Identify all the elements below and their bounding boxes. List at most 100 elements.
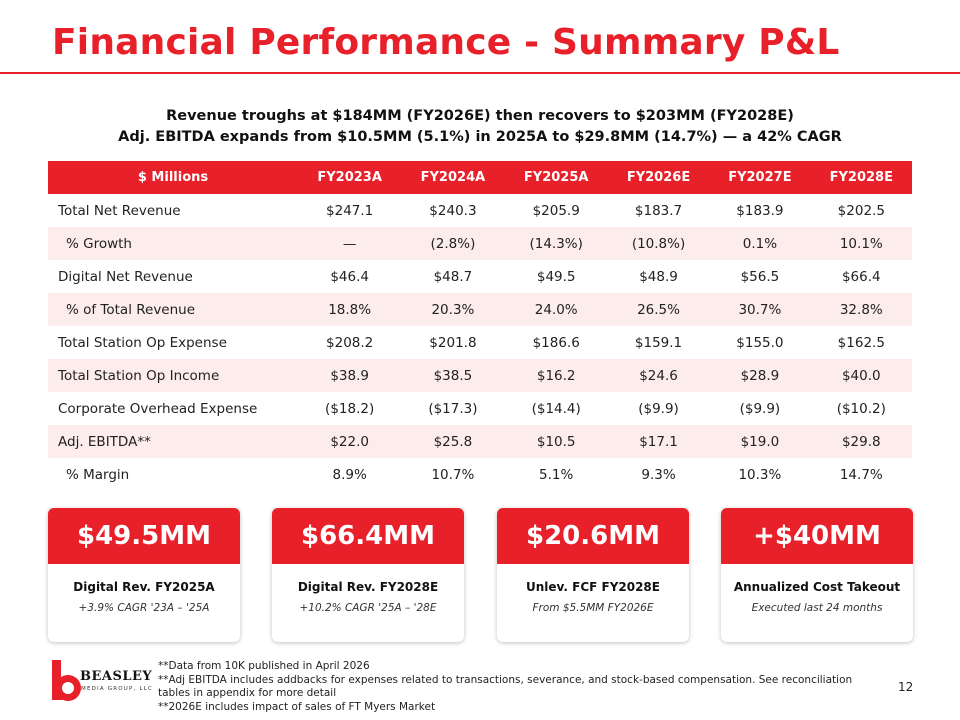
table-cell: 9.3% <box>641 466 676 483</box>
table-cell: 5.1% <box>539 466 574 483</box>
table-row-pct-total-revenue: % of Total Revenue 18.8% 20.3% 24.0% 26.… <box>48 293 912 326</box>
table-row-growth: % Growth — (2.8%) (14.3%) (10.8%) 0.1% 1… <box>48 227 912 260</box>
column-header: FY2028E <box>810 161 912 194</box>
table-row-adj-ebitda: Adj. EBITDA** $22.0 $25.8 $10.5 $17.1 $1… <box>48 425 912 458</box>
table-cell: $240.3 <box>429 202 477 219</box>
beasley-logo: BEASLEY MEDIA GROUP, LLC <box>50 658 152 706</box>
kpi-value: $20.6MM <box>497 508 689 564</box>
table-cell: $38.9 <box>298 359 402 392</box>
kpi-value: $49.5MM <box>48 508 240 564</box>
row-label: Digital Net Revenue <box>58 268 193 285</box>
table-cell: 14.7% <box>839 466 883 483</box>
footnote-1: **Data from 10K published in April 2026 <box>158 660 370 672</box>
table-cell: $38.5 <box>401 359 505 392</box>
table-cell: 20.3% <box>401 293 505 326</box>
column-header: FY2025A <box>504 161 608 194</box>
page-number: 12 <box>898 680 914 694</box>
table-cell: 32.8% <box>810 293 912 326</box>
beasley-b-icon <box>52 660 81 701</box>
table-cell: $159.1 <box>634 334 683 351</box>
kpi-note: Executed last 24 months <box>751 602 883 614</box>
table-cell: $46.4 <box>330 268 369 285</box>
table-cell: $183.9 <box>736 202 784 219</box>
table-row-total-net-revenue: Total Net Revenue $247.1 $240.3 $205.9 $… <box>48 194 912 227</box>
table-cell: ($10.2) <box>836 400 886 417</box>
logo-wordmark: BEASLEY <box>80 669 153 684</box>
kpi-card-cost-takeout: +$40MM Annualized Cost Takeout Executed … <box>721 508 913 642</box>
kpi-label: Digital Rev. FY2025A <box>73 580 215 594</box>
kpi-card-digital-rev-2028: $66.4MM Digital Rev. FY2028E +10.2% CAGR… <box>272 508 464 642</box>
kpi-note: From $5.5MM FY2026E <box>532 602 654 614</box>
table-cell: $162.5 <box>837 334 885 351</box>
table-cell: 30.7% <box>709 293 811 326</box>
row-label: Adj. EBITDA** <box>48 425 298 458</box>
table-cell: $25.8 <box>401 425 505 458</box>
table-row-margin: % Margin 8.9% 10.7% 5.1% 9.3% 10.3% 14.7… <box>48 458 912 491</box>
table-cell: $247.1 <box>326 202 374 219</box>
table-cell: $40.0 <box>810 359 912 392</box>
table-cell: 8.9% <box>332 466 367 483</box>
table-cell: 10.7% <box>431 466 475 483</box>
kpi-value: $66.4MM <box>272 508 464 564</box>
table-cell: $19.0 <box>709 425 811 458</box>
column-header: FY2024A <box>401 161 505 194</box>
kpi-label: Digital Rev. FY2028E <box>297 580 439 594</box>
page-title: Financial Performance - Summary P&L <box>52 22 840 63</box>
table-cell: $16.2 <box>504 359 608 392</box>
row-label: % of Total Revenue <box>48 293 298 326</box>
row-label: Corporate Overhead Expense <box>58 400 258 417</box>
table-cell: $10.5 <box>504 425 608 458</box>
table-row-corporate-overhead: Corporate Overhead Expense ($18.2) ($17.… <box>48 392 912 425</box>
column-header: FY2026E <box>607 161 710 194</box>
footnote-3: **2026E includes impact of sales of FT M… <box>158 701 436 713</box>
table-cell: (10.8%) <box>607 227 710 260</box>
table-cell: $205.9 <box>532 202 580 219</box>
table-cell: 26.5% <box>607 293 710 326</box>
column-header: FY2023A <box>298 161 402 194</box>
table-cell: 0.1% <box>709 227 811 260</box>
table-cell: $22.0 <box>298 425 402 458</box>
summary-pl-table: $ Millions FY2023A FY2024A FY2025A FY202… <box>48 161 912 491</box>
table-cell: 24.0% <box>504 293 608 326</box>
table-cell: 10.1% <box>810 227 912 260</box>
table-cell: $24.6 <box>607 359 710 392</box>
table-cell: $29.8 <box>810 425 912 458</box>
table-cell: $17.1 <box>607 425 710 458</box>
row-label: Total Net Revenue <box>58 202 181 219</box>
table-row-station-op-income: Total Station Op Income $38.9 $38.5 $16.… <box>48 359 912 392</box>
table-cell: $208.2 <box>326 334 374 351</box>
table-cell: — <box>298 227 402 260</box>
row-label: Total Station Op Income <box>48 359 298 392</box>
table-cell: $66.4 <box>841 268 881 285</box>
kpi-label: Annualized Cost Takeout <box>733 580 901 594</box>
table-cell: ($14.4) <box>531 400 581 417</box>
kpi-label: Unlev. FCF FY2028E <box>526 580 660 594</box>
kpi-note: +10.2% CAGR '25A – '28E <box>299 602 437 614</box>
row-label: % Growth <box>48 227 298 260</box>
table-cell: ($17.3) <box>428 400 478 417</box>
table-cell: $202.5 <box>837 202 885 219</box>
column-header: $ Millions <box>48 161 298 194</box>
table-row-station-op-expense: Total Station Op Expense $208.2 $201.8 $… <box>48 326 912 359</box>
table-row-digital-net-revenue: Digital Net Revenue $46.4 $48.7 $49.5 $4… <box>48 260 912 293</box>
table-cell: $201.8 <box>429 334 477 351</box>
kpi-card-unlev-fcf: $20.6MM Unlev. FCF FY2028E From $5.5MM F… <box>497 508 689 642</box>
subtitle-line-1: Revenue troughs at $184MM (FY2026E) then… <box>166 108 794 124</box>
kpi-note: +3.9% CAGR '23A – '25A <box>78 602 210 614</box>
table-header-row: $ Millions FY2023A FY2024A FY2025A FY202… <box>48 161 912 194</box>
kpi-card-digital-rev-2025: $49.5MM Digital Rev. FY2025A +3.9% CAGR … <box>48 508 240 642</box>
kpi-value: +$40MM <box>721 508 913 564</box>
table-cell: $56.5 <box>740 268 780 285</box>
table-cell: $186.6 <box>532 334 580 351</box>
row-label: % Margin <box>66 466 130 483</box>
table-cell: 18.8% <box>298 293 402 326</box>
row-label: Total Station Op Expense <box>58 334 227 351</box>
table-cell: 10.3% <box>738 466 782 483</box>
table-cell: $28.9 <box>709 359 811 392</box>
table-cell: ($18.2) <box>325 400 375 417</box>
table-cell: $48.9 <box>639 268 678 285</box>
column-header: FY2027E <box>709 161 811 194</box>
table-cell: (14.3%) <box>504 227 608 260</box>
table-cell: $183.7 <box>634 202 683 219</box>
table-cell: ($9.9) <box>739 400 781 417</box>
